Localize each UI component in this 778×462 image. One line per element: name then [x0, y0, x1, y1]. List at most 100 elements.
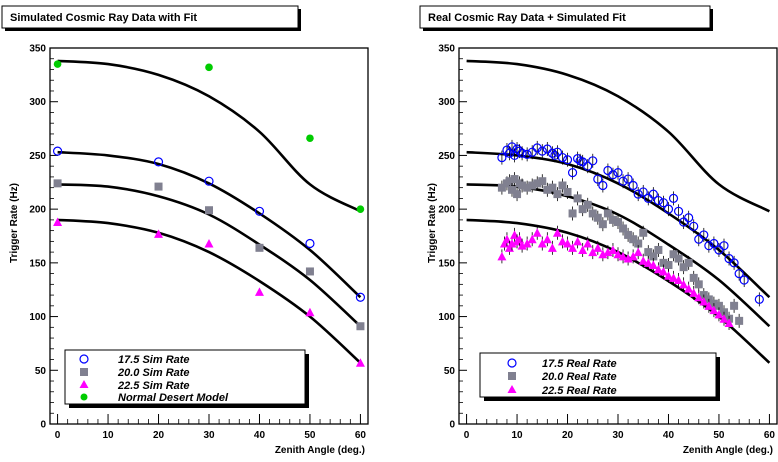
data-point-square: [583, 200, 592, 209]
data-point-circle: [613, 168, 623, 178]
ticks-left: 0 50 100 150 200 250 300 350 0 10 20 30 40 50 60: [29, 44, 366, 442]
x-tick-label: 30: [612, 430, 624, 441]
data-point-square: [619, 224, 628, 233]
data-point-circle: [684, 213, 694, 223]
data-point-triangle: [608, 245, 618, 254]
data-point-circle: [623, 174, 633, 184]
data-point-circle: [628, 180, 638, 191]
data-point-square: [563, 187, 572, 196]
data-point-square: [528, 181, 537, 190]
data-point-circle: [704, 241, 714, 251]
data-point-square: [588, 209, 597, 218]
data-point-triangle: [537, 239, 547, 248]
data-point-square: [684, 258, 693, 267]
data-point-square: [538, 177, 547, 186]
data-point-square: [543, 185, 552, 194]
y-tick-label: 50: [35, 366, 47, 377]
legend-marker-20-sim: [80, 368, 88, 376]
title-box-shadow-left: [298, 9, 301, 31]
title-box-shadow-right-bottom: [423, 28, 713, 31]
data-point-circle: [709, 238, 719, 249]
data-point-triangle: [689, 288, 699, 297]
data-point-circle: [699, 230, 709, 240]
data-point-triangle: [542, 234, 552, 244]
x-tick-label: 40: [663, 430, 675, 441]
data-point-circle: [734, 269, 744, 279]
data-point-circle: [153, 157, 164, 167]
legend-label-17-5-sim: 17.5 Sim Rate: [118, 354, 190, 366]
data-point-triangle: [532, 228, 542, 237]
data-point-square: [573, 194, 582, 203]
data-point-triangle: [254, 287, 264, 296]
data-point-square: [644, 248, 653, 257]
data-point-square: [523, 183, 532, 192]
data-point-circle: [305, 238, 315, 249]
data-point-triangle: [674, 275, 684, 285]
data-point-triangle: [53, 217, 63, 227]
data-point-triangle: [699, 297, 709, 306]
data-point-triangle: [497, 251, 507, 261]
data-point-circle: [653, 195, 663, 206]
data-point-square: [649, 252, 658, 261]
data-point-triangle: [305, 307, 315, 317]
data-point-triangle: [593, 243, 603, 252]
data-point-square: [505, 177, 514, 186]
chart-right: Real Cosmic Ray Data + Simulated Fit Tri…: [419, 5, 778, 456]
y-tick-label: 250: [438, 151, 455, 162]
data-point-circle: [497, 152, 507, 163]
legend-label-22-5-sim: 22.5 Sim Rate: [117, 380, 190, 392]
y-tick-label: 200: [438, 205, 455, 216]
data-point-circle: [532, 143, 542, 153]
data-point-circle: [593, 174, 603, 184]
fit-curves-left: [57, 59, 362, 364]
x-tick-label: 20: [562, 430, 574, 441]
legend-marker-desert: [80, 393, 88, 401]
data-point-square: [205, 206, 213, 215]
data-point-square: [730, 301, 739, 310]
data-point-square: [614, 218, 622, 227]
data-point-triangle: [648, 260, 658, 270]
data-point-circle: [689, 221, 699, 231]
data-points-right: [497, 139, 764, 331]
x-tick-label: 20: [153, 430, 165, 441]
data-point-filled-circle: [356, 205, 365, 213]
data-point-triangle: [694, 292, 704, 302]
data-point-circle: [583, 161, 593, 171]
data-point-circle: [567, 168, 578, 178]
legend-marker-17-5-sim: [79, 354, 89, 364]
data-point-circle: [355, 292, 366, 302]
data-point-circle: [537, 146, 547, 156]
fit-curve: [57, 59, 362, 213]
data-point-triangle: [679, 279, 689, 289]
data-point-square: [508, 185, 516, 194]
data-point-square: [356, 322, 365, 331]
data-point-circle: [754, 294, 764, 304]
data-point-triangle: [638, 256, 648, 265]
y-tick-label: 100: [438, 312, 455, 323]
data-point-square: [735, 316, 744, 325]
x-tick-label: 50: [304, 430, 316, 441]
y-tick-label: 350: [29, 44, 46, 55]
legend-label-22-5-real: 22.5 Real Rate: [541, 385, 617, 397]
data-point-triangle: [658, 266, 668, 276]
chart-left: Simulated Cosmic Ray Data with Fit Trigg…: [1, 5, 369, 456]
data-point-triangle: [669, 273, 679, 282]
data-point-circle: [254, 206, 265, 216]
y-tick-label: 300: [29, 97, 46, 108]
data-point-circle: [52, 146, 63, 156]
data-point-triangle: [552, 228, 562, 237]
x-tick-label: 10: [511, 430, 523, 441]
data-point-triangle: [154, 229, 164, 238]
data-point-circle: [522, 149, 532, 159]
x-tick-label: 0: [55, 430, 61, 441]
y-tick-label: 100: [29, 312, 46, 323]
x-tick-label: 60: [764, 430, 776, 441]
x-axis-label-left: Zenith Angle (deg.): [275, 445, 365, 456]
data-point-circle: [552, 147, 563, 157]
x-tick-label: 0: [464, 430, 470, 441]
data-point-square: [548, 183, 557, 192]
data-point-triangle: [547, 243, 557, 252]
data-point-triangle: [573, 236, 583, 246]
data-point-circle: [517, 148, 527, 158]
data-point-square: [518, 181, 527, 190]
